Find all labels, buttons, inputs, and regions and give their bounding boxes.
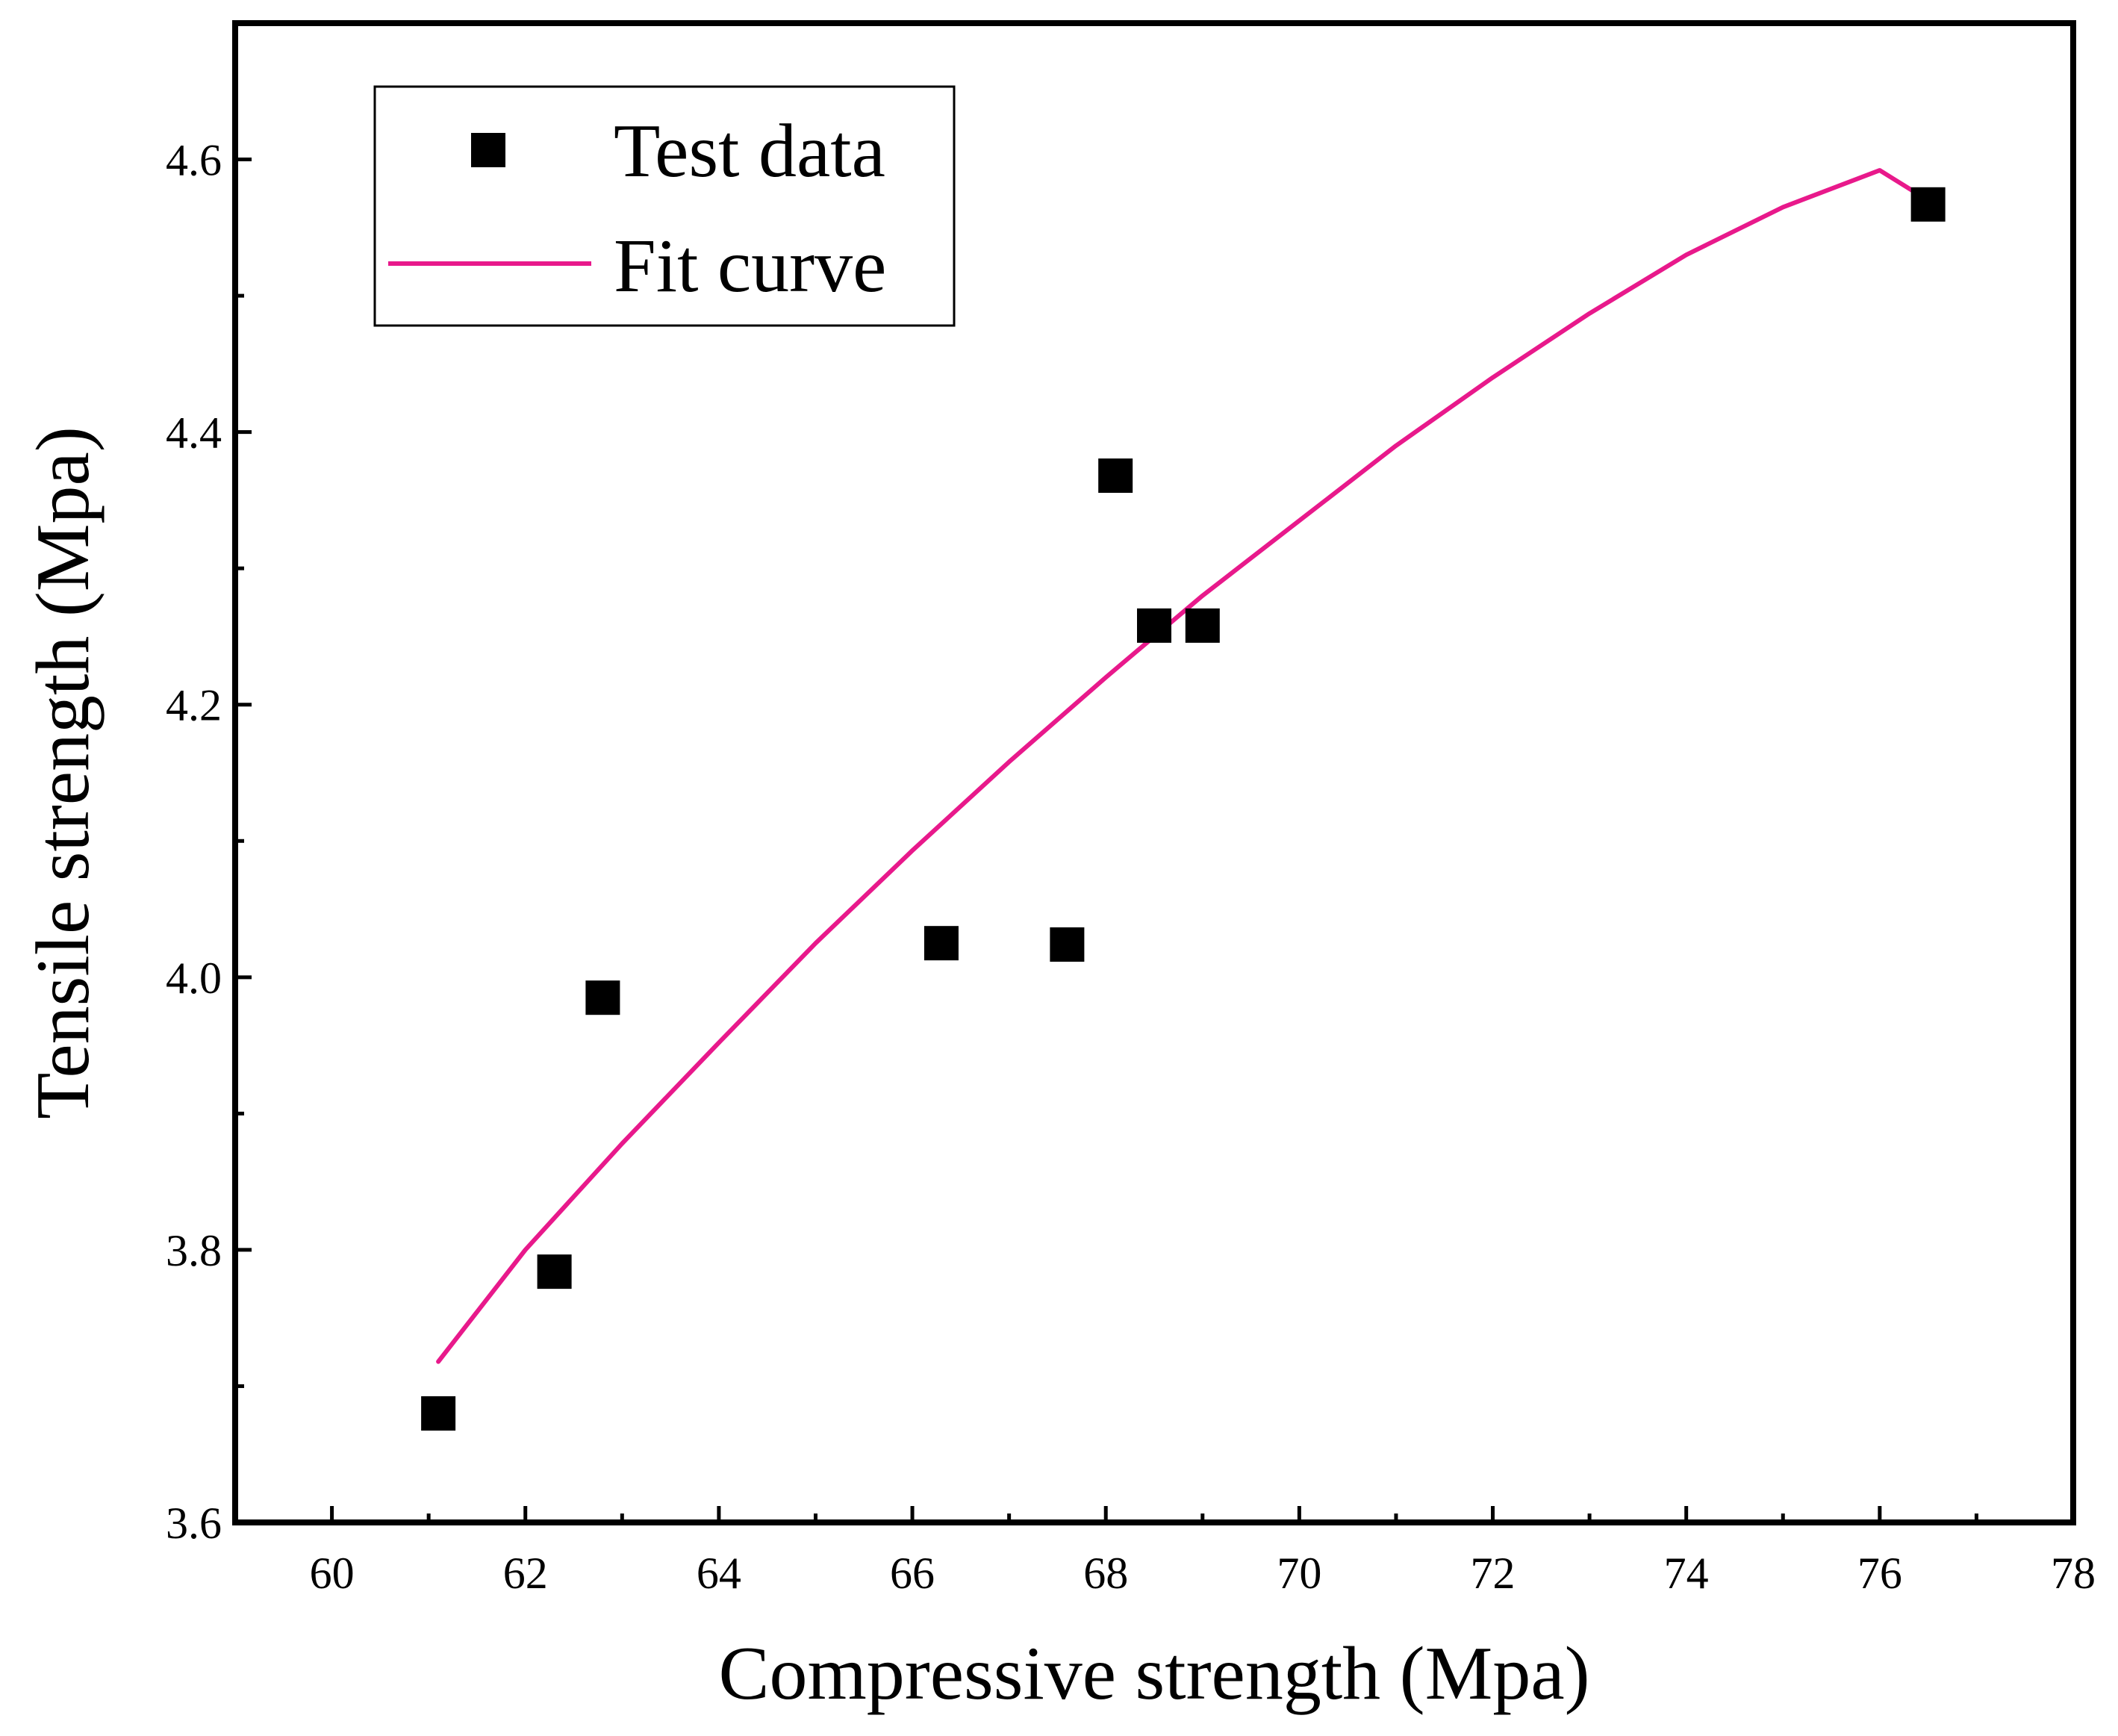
y-tick-label: 3.6	[166, 1499, 222, 1548]
legend-fit-curve-label: Fit curve	[614, 224, 886, 308]
x-tick-label: 62	[503, 1549, 548, 1598]
x-tick-label: 74	[1664, 1549, 1709, 1598]
y-tick-label: 4.6	[166, 136, 222, 185]
legend: Test data Fit curve	[373, 85, 956, 327]
legend-test-data-label: Test data	[614, 109, 885, 193]
x-tick-label: 60	[310, 1549, 355, 1598]
test-data-point	[1910, 187, 1946, 222]
y-axis-title: Tensile strength (Mpa)	[21, 426, 105, 1119]
y-tick-label: 4.2	[166, 681, 222, 730]
test-data-point	[421, 1396, 456, 1431]
test-data-point	[923, 926, 959, 961]
test-data-point	[1098, 458, 1133, 494]
x-tick-label: 76	[1857, 1549, 1902, 1598]
test-data-point	[537, 1254, 572, 1289]
x-tick-label: 72	[1471, 1549, 1516, 1598]
fit-curve-line	[436, 168, 1931, 1364]
legend-test-data-marker	[471, 133, 505, 167]
x-tick-label: 68	[1083, 1549, 1128, 1598]
test-data-point	[1050, 927, 1085, 962]
x-tick-label: 66	[890, 1549, 935, 1598]
y-tick-label: 4.0	[166, 953, 222, 1003]
legend-box	[373, 85, 956, 327]
y-tick-label: 4.4	[166, 408, 222, 458]
x-tick-label: 70	[1277, 1549, 1321, 1598]
test-data-point	[1185, 608, 1220, 643]
plot-frame	[232, 20, 2076, 1525]
x-axis-title: Compressive strength (Mpa)	[718, 1631, 1589, 1716]
test-data-point	[585, 980, 620, 1015]
x-tick-label: 64	[697, 1549, 741, 1598]
test-data-point	[1137, 608, 1171, 643]
x-tick-label: 78	[2051, 1549, 2096, 1598]
y-tick-label: 3.8	[166, 1226, 222, 1275]
